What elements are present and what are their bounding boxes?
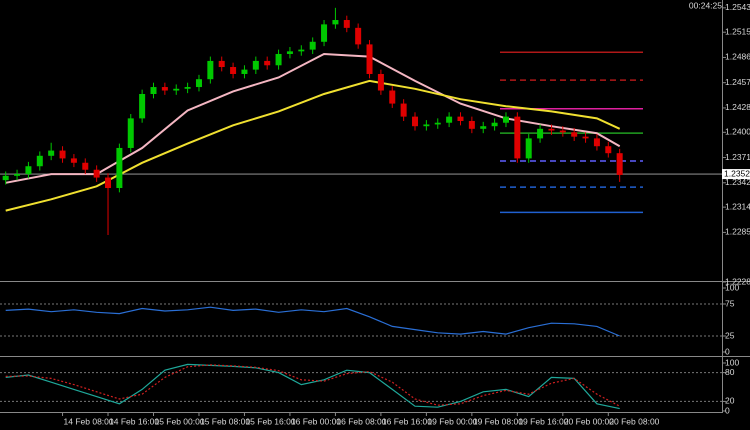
x-tick-label: 16 Feb 16:00 — [382, 416, 432, 426]
current-price-box — [722, 169, 750, 180]
indicator-line — [5, 363, 620, 410]
candle-body — [82, 162, 89, 170]
candle-body — [218, 60, 225, 68]
y-tick-label: 1.2543 — [725, 2, 750, 12]
candle-body — [116, 147, 123, 188]
candle-body — [230, 67, 237, 74]
candle-body — [36, 155, 43, 167]
candle-body — [446, 116, 453, 123]
candle-body — [605, 146, 612, 154]
indicator-line — [5, 364, 620, 407]
y-tick-label: 1.2486 — [725, 52, 750, 62]
x-tick-label: 19 Feb 08:00 — [473, 416, 523, 426]
candle-body — [548, 128, 555, 131]
candle-body — [14, 174, 21, 176]
candle-body — [468, 120, 475, 129]
candle-body — [593, 138, 600, 147]
y-tick-label: 1.2457 — [725, 77, 750, 87]
candle-body — [502, 116, 509, 123]
y-tick-label: 100 — [725, 282, 739, 292]
y-tick-label: 1.2371 — [725, 152, 750, 162]
indicator-line — [5, 306, 620, 337]
y-tick-label: 25 — [725, 330, 735, 340]
candle-body — [25, 166, 32, 175]
candle-body — [434, 122, 441, 125]
x-tick-label: 19 Feb 16:00 — [518, 416, 568, 426]
x-tick-label: 19 Feb 00:00 — [427, 416, 477, 426]
y-tick-label: 1.2400 — [725, 127, 750, 137]
candle-body — [252, 60, 259, 70]
clock: 00:24:25 — [689, 0, 722, 10]
candle-body — [298, 49, 305, 52]
candle-body — [491, 122, 498, 127]
y-tick-label: 1.2228 — [725, 276, 750, 286]
candle-body — [571, 132, 578, 137]
candle-body — [480, 126, 487, 129]
candle-body — [366, 44, 373, 74]
candle-body — [537, 128, 544, 139]
candle-body — [400, 103, 407, 117]
candle-body — [343, 20, 350, 28]
candle-body — [184, 87, 191, 89]
y-tick-label: 0 — [725, 405, 730, 415]
moving-average — [5, 52, 621, 184]
candle-body — [514, 116, 521, 159]
candle-body — [195, 79, 202, 88]
candle-body — [559, 130, 566, 133]
x-tick-label: 15 Feb 08:00 — [200, 416, 250, 426]
y-tick-label: 1.2342 — [725, 177, 750, 187]
x-tick-label: 16 Feb 08:00 — [336, 416, 386, 426]
y-tick-label: 0 — [725, 346, 730, 356]
x-tick-label: 20 Feb 00:00 — [564, 416, 614, 426]
candle-body — [150, 87, 157, 94]
candle-body — [173, 88, 180, 91]
candle-body — [423, 124, 430, 127]
candle-body — [321, 24, 328, 42]
x-tick-label: 14 Feb 16:00 — [109, 416, 159, 426]
y-tick-label: 20 — [725, 396, 735, 406]
candle-body — [139, 94, 146, 119]
candle-body — [207, 60, 214, 80]
y-tick-label: 1.2515 — [725, 26, 750, 36]
candle-body — [48, 150, 55, 156]
candle-body — [161, 87, 168, 91]
y-tick-label: 75 — [725, 298, 735, 308]
moving-average — [5, 79, 621, 212]
candle-body — [309, 41, 316, 50]
candle-body — [275, 53, 282, 66]
x-tick-label: 15 Feb 16:00 — [245, 416, 295, 426]
candle-body — [616, 153, 623, 175]
y-tick-label: 1.2428 — [725, 102, 750, 112]
candle-body — [70, 158, 77, 163]
x-tick-label: 14 Feb 08:00 — [64, 416, 114, 426]
candle-body — [525, 138, 532, 159]
x-tick-label: 15 Feb 00:00 — [154, 416, 204, 426]
candle-body — [582, 136, 589, 139]
candle-body — [241, 69, 248, 74]
y-tick-label: 80 — [725, 367, 735, 377]
y-tick-label: 1.2314 — [725, 201, 750, 211]
candle-body — [93, 169, 100, 178]
candle-body — [59, 150, 66, 159]
candle-body — [389, 90, 396, 104]
x-tick-label: 16 Feb 00:00 — [291, 416, 341, 426]
candle-body — [264, 60, 271, 66]
y-tick-label: 1.2285 — [725, 227, 750, 237]
candle-body — [127, 118, 134, 148]
candle-body — [105, 177, 112, 188]
candle-body — [377, 73, 384, 91]
candle-body — [457, 116, 464, 121]
candle-body — [286, 51, 293, 54]
candle-body — [332, 20, 339, 25]
candle-body — [2, 175, 9, 181]
candle-body — [412, 116, 419, 127]
candle-body — [355, 27, 362, 45]
y-tick-label: 100 — [725, 357, 739, 367]
current-price-label: 1.2352 — [724, 168, 750, 178]
x-tick-label: 20 Feb 08:00 — [609, 416, 659, 426]
